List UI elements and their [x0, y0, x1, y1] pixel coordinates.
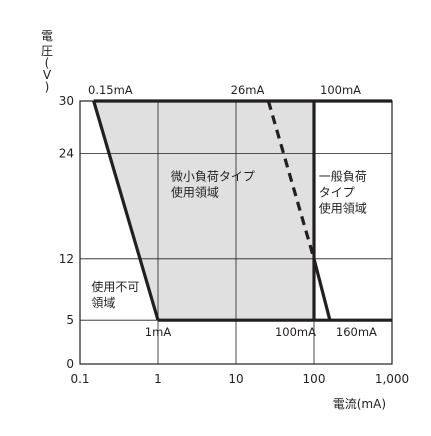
region-label: 微小負荷タイプ	[171, 170, 255, 184]
region-label: タイプ	[319, 186, 355, 200]
x-tick-label: 1,000	[375, 372, 409, 386]
point-annotation: 100mA	[275, 325, 316, 339]
x-tick-label: 10	[228, 372, 243, 386]
micro-load-region-fill	[93, 101, 314, 321]
region-label: 使用領域	[171, 185, 219, 200]
micro-load-right-boundary-line	[266, 100, 316, 260]
y-tick-label: 30	[59, 94, 74, 108]
point-annotation: 0.15mA	[88, 83, 133, 97]
point-annotation: 26mA	[231, 83, 265, 97]
y-axis-label: 圧	[41, 44, 53, 58]
y-axis-label: (	[45, 56, 50, 70]
y-axis-label: 電	[41, 29, 53, 43]
x-tick-label: 100	[303, 372, 326, 386]
x-axis-label: 電流(mA)	[333, 397, 386, 411]
region-label: 領域	[91, 295, 115, 310]
point-annotation: 100mA	[320, 83, 361, 97]
y-axis-label: )	[45, 80, 50, 94]
y-tick-label: 12	[59, 252, 74, 266]
point-annotation: 1mA	[145, 325, 172, 339]
point-annotation: 160mA	[336, 325, 377, 339]
general-load-low-boundary-line	[312, 258, 332, 321]
y-tick-label: 5	[66, 313, 74, 327]
region-label: 使用領域	[319, 201, 367, 216]
y-tick-label: 0	[66, 357, 74, 371]
region-label: 使用不可	[91, 279, 139, 294]
region-label: 一般負荷	[319, 169, 367, 184]
micro-load-left-boundary-line	[92, 100, 160, 321]
y-axis-label: V	[43, 68, 52, 82]
x-tick-label: 0.1	[70, 372, 89, 386]
y-tick-label: 24	[59, 147, 74, 161]
x-tick-label: 1	[154, 372, 162, 386]
